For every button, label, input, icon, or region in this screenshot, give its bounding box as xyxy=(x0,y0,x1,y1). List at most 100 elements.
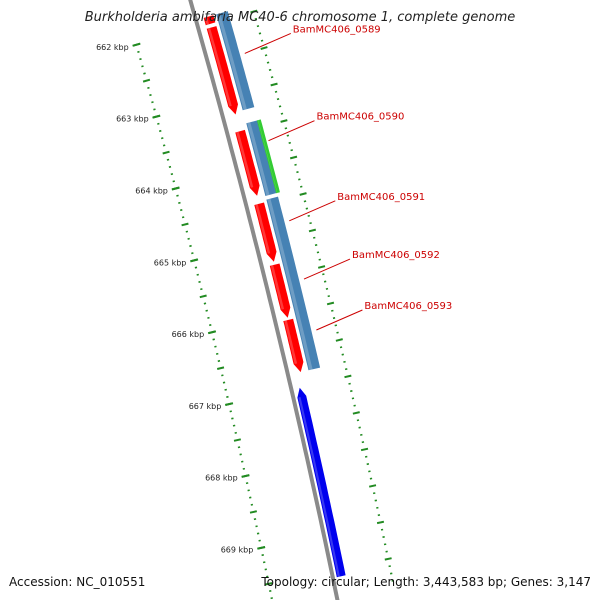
kbp-tick xyxy=(224,402,234,406)
inner-minor-tick xyxy=(234,431,237,434)
inner-minor-tick xyxy=(232,424,236,427)
inner-minor-tick xyxy=(224,388,227,391)
inner-minor-tick xyxy=(178,201,181,204)
gene-callout-line xyxy=(268,120,315,142)
outer-minor-tick xyxy=(307,214,310,217)
inner-minor-tick xyxy=(200,288,203,291)
inner-minor-tick xyxy=(221,374,224,377)
inner-minor-tick xyxy=(226,395,229,398)
reverse-cds-bar xyxy=(266,196,321,371)
gene-callout-line xyxy=(316,309,363,331)
outer-minor-tick xyxy=(278,105,282,108)
inner-minor-tick xyxy=(180,209,183,212)
outer-minor-tick xyxy=(298,178,301,181)
forward-cds-arrow-highlight xyxy=(207,27,232,107)
kbp-label: 668 kbp xyxy=(205,474,238,483)
outer-minor-tick xyxy=(290,149,294,152)
inner-minor-tick xyxy=(241,460,244,463)
gene-label-group: BamMC406_0589 BamMC406_0590 BamMC406_0591 B… xyxy=(244,24,452,331)
forward-cds-arrow-highlight xyxy=(284,320,298,364)
kbp-label: 662 kbp xyxy=(96,43,129,52)
outer-major-tick xyxy=(360,447,369,452)
inner-minor-tick xyxy=(172,180,176,183)
inner-minor-tick xyxy=(262,561,266,564)
inner-minor-tick xyxy=(191,252,194,255)
outer-minor-tick xyxy=(318,258,321,261)
inner-minor-tick xyxy=(151,101,154,104)
inner-major-tick xyxy=(181,222,189,227)
outer-minor-tick xyxy=(314,244,318,247)
inner-minor-tick xyxy=(189,244,192,248)
reverse-cds-bar xyxy=(216,11,255,111)
inner-minor-tick xyxy=(194,266,198,269)
inner-major-tick xyxy=(162,150,170,155)
inner-minor-tick xyxy=(137,50,140,53)
outer-minor-tick xyxy=(313,236,316,239)
kbp-tick xyxy=(152,114,161,119)
outer-minor-tick xyxy=(270,76,274,79)
outer-major-tick xyxy=(326,301,335,306)
inner-major-tick xyxy=(265,582,273,586)
outer-minor-tick xyxy=(299,185,303,188)
outer-minor-tick xyxy=(360,433,363,436)
gene-label: BamMC406_0592 xyxy=(352,250,440,261)
inner-minor-tick xyxy=(162,144,166,147)
inner-major-tick xyxy=(199,294,207,299)
outer-major-tick xyxy=(317,265,326,269)
inner-minor-tick xyxy=(160,137,164,140)
inner-minor-tick xyxy=(245,482,249,485)
inner-major-tick xyxy=(233,438,242,442)
gene-label: BamMC406_0590 xyxy=(317,112,405,123)
inner-minor-tick xyxy=(181,216,185,219)
inner-minor-tick xyxy=(139,58,142,61)
inner-major-tick xyxy=(216,366,225,370)
reverse-cds-bar-highlight xyxy=(217,13,247,111)
forward-cds-arrow xyxy=(283,318,304,373)
outer-minor-tick xyxy=(303,200,307,203)
gene-label: BamMC406_0589 xyxy=(293,24,381,35)
outer-minor-tick xyxy=(296,171,299,174)
outer-minor-tick xyxy=(286,134,290,137)
inner-minor-tick xyxy=(215,352,219,355)
kbp-tick xyxy=(257,546,266,550)
outer-minor-tick xyxy=(332,317,336,320)
forward-cds-arrow xyxy=(235,129,260,196)
outer-minor-tick xyxy=(254,17,258,20)
inner-major-tick xyxy=(249,510,258,514)
inner-minor-tick xyxy=(143,72,146,75)
outer-major-tick xyxy=(289,155,298,160)
inner-minor-tick xyxy=(247,489,250,492)
inner-minor-tick xyxy=(237,446,241,449)
gene-label: BamMC406_0591 xyxy=(337,192,425,203)
inner-major-tick xyxy=(142,78,151,83)
outer-minor-tick xyxy=(356,419,360,422)
chromosome-backbone xyxy=(188,0,340,600)
outer-minor-tick xyxy=(268,68,272,71)
outer-major-tick xyxy=(280,119,288,123)
kbp-tick xyxy=(171,186,180,191)
kbp-tick xyxy=(241,474,250,478)
outer-minor-tick xyxy=(353,404,356,407)
outer-minor-tick xyxy=(280,112,284,115)
inner-minor-tick xyxy=(217,359,221,363)
outer-minor-tick xyxy=(274,90,278,93)
outer-minor-tick xyxy=(322,273,325,276)
inner-minor-tick xyxy=(239,453,242,456)
outer-minor-tick xyxy=(368,470,371,473)
outer-minor-tick xyxy=(358,426,361,429)
kbp-label-group: 662 kbp 663 kbp 664 kbp 665 kbp 666 kbp 667 k… xyxy=(96,42,266,555)
outer-minor-tick xyxy=(258,32,262,35)
forward-cds-arrow xyxy=(269,263,291,318)
outer-major-tick xyxy=(344,374,352,379)
inner-minor-tick xyxy=(170,173,174,176)
inner-minor-tick xyxy=(153,108,156,111)
forward-cds-arrow-highlight xyxy=(270,265,284,310)
kbp-tick xyxy=(132,42,141,47)
outer-major-tick xyxy=(352,411,360,415)
inner-minor-tick xyxy=(205,309,209,312)
outer-major-tick xyxy=(250,9,258,14)
blue-gene-arrow xyxy=(297,387,346,578)
outer-minor-tick xyxy=(348,382,351,385)
outer-major-tick xyxy=(299,192,307,196)
outer-minor-tick xyxy=(260,39,264,42)
